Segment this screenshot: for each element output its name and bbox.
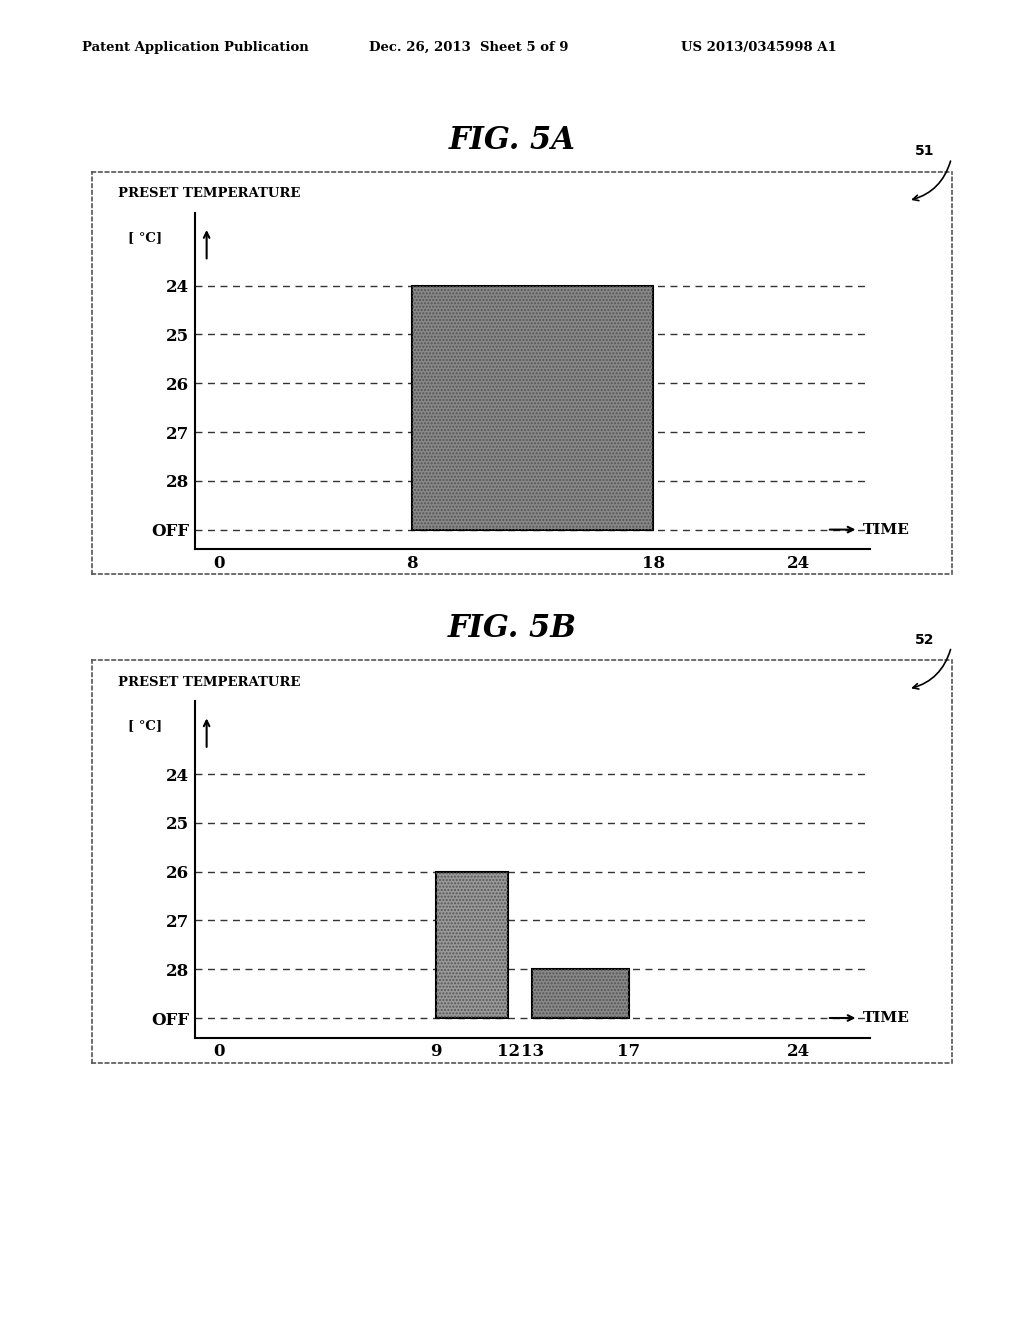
Bar — [532, 969, 629, 1018]
Text: [ °C]: [ °C] — [128, 231, 162, 244]
Bar — [436, 871, 508, 1018]
Text: PRESET TEMPERATURE: PRESET TEMPERATURE — [118, 676, 300, 689]
Text: 51: 51 — [914, 144, 934, 158]
Text: US 2013/0345998 A1: US 2013/0345998 A1 — [681, 41, 837, 54]
Bar — [532, 969, 629, 1018]
Bar — [436, 871, 508, 1018]
Text: Dec. 26, 2013  Sheet 5 of 9: Dec. 26, 2013 Sheet 5 of 9 — [369, 41, 568, 54]
Text: [ °C]: [ °C] — [128, 719, 162, 733]
Text: PRESET TEMPERATURE: PRESET TEMPERATURE — [118, 187, 300, 201]
Text: FIG. 5A: FIG. 5A — [449, 125, 575, 156]
Text: 52: 52 — [914, 632, 934, 647]
Bar — [412, 285, 653, 529]
Text: TIME: TIME — [863, 523, 910, 537]
Text: TIME: TIME — [863, 1011, 910, 1026]
Text: FIG. 5B: FIG. 5B — [447, 614, 577, 644]
Bar — [412, 285, 653, 529]
Text: Patent Application Publication: Patent Application Publication — [82, 41, 308, 54]
